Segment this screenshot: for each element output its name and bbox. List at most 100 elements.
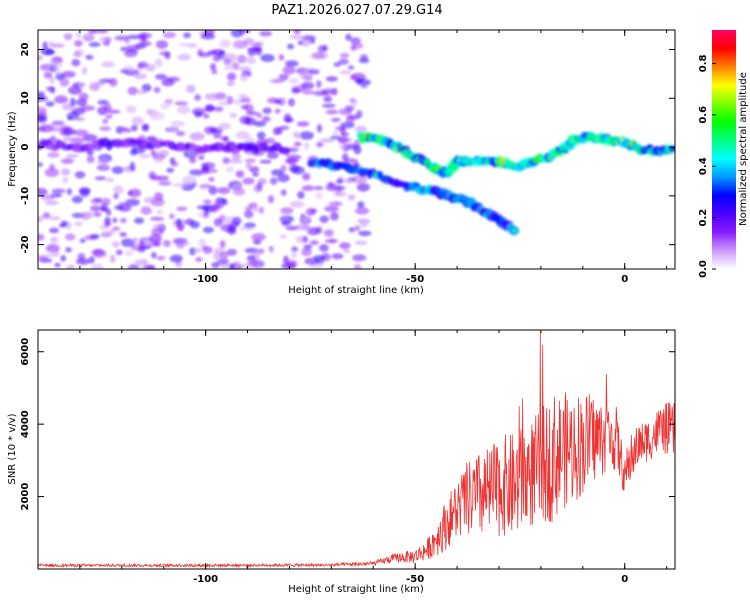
speckle-cell <box>234 260 240 268</box>
speckle-cell <box>127 191 133 196</box>
speckle-cell <box>252 172 259 177</box>
x-tick-label: 0 <box>621 574 628 585</box>
speckle-cell <box>93 211 102 217</box>
y-tick-label: 20 <box>20 43 31 57</box>
x-tick-label: -50 <box>406 574 424 585</box>
speckle-cell <box>64 233 76 241</box>
speckle-cell <box>137 246 146 253</box>
speckle-cell <box>189 169 204 176</box>
speckle-cell <box>166 76 180 83</box>
colorbar-axes: 0.0 0.2 0.4 0.6 0.8 <box>698 55 716 278</box>
speckle-cell <box>152 242 162 247</box>
speckle-cell <box>194 248 202 253</box>
speckle-cell <box>359 54 368 60</box>
speckle-cell <box>285 259 298 268</box>
speckle-cell <box>354 225 361 232</box>
speckle-cell <box>112 226 121 231</box>
speckle-cell <box>38 126 47 132</box>
speckle-cell <box>109 78 118 87</box>
speckle-cell <box>343 248 350 254</box>
speckle-cell <box>253 207 260 213</box>
speckle-cell <box>170 120 186 127</box>
speckle-cell <box>212 53 221 62</box>
speckle-cell <box>48 60 63 69</box>
speckle-cell <box>316 123 323 133</box>
speckle-cell <box>112 217 118 223</box>
speckle-cell <box>352 254 367 262</box>
speckle-cell <box>274 108 281 114</box>
speckle-cell <box>259 159 272 164</box>
speckle-cell <box>150 150 156 156</box>
speckle-cell <box>235 170 245 179</box>
speckle-cell <box>82 33 95 42</box>
speckle-cell <box>59 78 70 87</box>
speckle-cell <box>74 171 86 179</box>
speckle-cell <box>244 222 256 229</box>
speckle-cell <box>131 124 138 132</box>
spectrogram-ylabel: Frequency (Hz) <box>7 111 18 187</box>
speckle-cell <box>328 201 343 207</box>
speckle-cell <box>111 241 120 248</box>
speckle-cell <box>172 182 187 187</box>
speckle-cell <box>82 134 98 142</box>
speckle-cell <box>309 39 316 44</box>
speckle-cell <box>200 33 216 40</box>
speckle-cell <box>315 226 323 234</box>
speckle-cell <box>289 35 305 40</box>
speckle-cell <box>330 135 341 140</box>
speckle-cell <box>260 54 275 62</box>
speckle-cell <box>269 177 278 185</box>
speckle-cell <box>86 155 95 163</box>
speckle-cell <box>297 40 304 46</box>
speckle-cell <box>297 191 305 199</box>
speckle-cell <box>316 141 324 148</box>
speckle-cell <box>347 194 356 201</box>
speckle-cell <box>256 112 263 118</box>
speckle-cell <box>127 34 142 40</box>
speckle-cell <box>285 60 299 67</box>
speckle-cell <box>169 157 176 164</box>
speckle-cell <box>224 64 233 71</box>
speckle-cell <box>271 169 284 176</box>
speckle-cell <box>153 87 161 93</box>
speckle-cell <box>88 42 101 47</box>
speckle-cell <box>302 172 311 181</box>
speckle-cell <box>123 65 134 72</box>
speckle-cell <box>78 92 89 101</box>
speckle-cell <box>141 83 152 92</box>
y-tick-label: -10 <box>20 187 31 205</box>
speckle-cell <box>77 253 86 261</box>
speckle-cell <box>113 193 119 199</box>
speckle-cell <box>231 151 241 161</box>
colorbar-gradient <box>712 30 736 269</box>
y-tick-label: 10 <box>20 91 31 105</box>
colorbar-tick-label: 0.2 <box>698 209 709 227</box>
speckle-cell <box>301 40 311 47</box>
speckle-cell <box>80 105 95 112</box>
speckle-cell <box>61 70 76 78</box>
speckle-cell <box>246 255 256 262</box>
speckle-cell <box>38 106 47 116</box>
speckle-cell <box>38 162 43 167</box>
speckle-cell <box>253 120 267 127</box>
snr-frame <box>37 329 676 570</box>
speckle-cell <box>208 127 224 133</box>
speckle-cell <box>321 253 331 262</box>
speckle-cell <box>66 264 75 269</box>
snr-xlabel: Height of straight line (km) <box>288 584 424 595</box>
speckle-cell <box>120 238 135 247</box>
speckle-cell <box>164 51 171 60</box>
speckle-cell <box>134 217 145 224</box>
speckle-cell <box>194 111 203 118</box>
speckle-cell <box>237 54 247 64</box>
speckle-cell <box>278 54 285 61</box>
speckle-cell <box>320 138 335 143</box>
speckle-cell <box>66 188 73 196</box>
speckle-cell <box>323 95 333 103</box>
speckle-cell <box>213 218 223 227</box>
figure-title: PAZ1.2026.027.07.29.G14 <box>271 3 442 18</box>
speckle-cell <box>231 216 242 226</box>
speckle-cell <box>40 47 54 56</box>
speckle-cell <box>227 72 237 81</box>
